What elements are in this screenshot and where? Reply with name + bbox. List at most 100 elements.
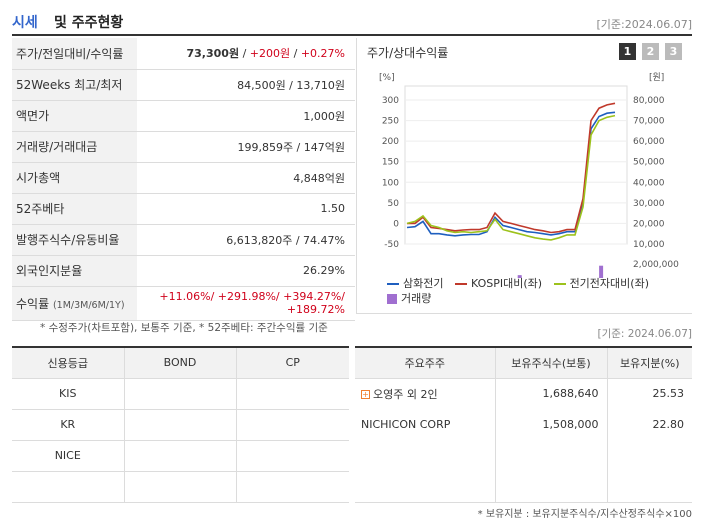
major-shareholders-table: 주요주주 보유주식수(보통) 보유지분(%) + 오영주 외 2인 1,688,6…: [355, 346, 692, 503]
holder-name: 오영주 외 2인: [373, 387, 438, 401]
summary-value: 6,613,820주 / 74.47%: [226, 233, 345, 247]
empty-cell: [355, 471, 496, 503]
left-tick-label: 300: [382, 96, 399, 106]
summary-value: 73,300원 / +200원 / +0.27%: [137, 38, 355, 69]
separator: /: [290, 47, 301, 61]
table-row: NICHICON CORP 1,508,000 22.80: [355, 409, 692, 440]
cp-cell: [236, 440, 349, 472]
summary-value: 26.29%: [303, 264, 345, 277]
legend-label: 삼화전기: [403, 277, 444, 290]
section-header: 시세 및 주주현황 [기준:2024.06.07]: [12, 10, 692, 36]
holder-name-cell: NICHICON CORP: [355, 409, 496, 440]
cp-cell: [236, 471, 349, 503]
summary-row-par-value: 액면가 1,000원: [12, 100, 355, 131]
holder-name-cell[interactable]: + 오영주 외 2인: [355, 378, 496, 409]
summary-value: 199,859주 / 147억원: [237, 140, 345, 154]
right-tick-label: 40,000: [633, 178, 665, 188]
right-tick-label: 80,000: [633, 96, 665, 106]
column-header: 보유주식수(보통): [495, 347, 608, 379]
agency-cell: [12, 471, 125, 503]
table-row: NICE: [12, 440, 349, 472]
shares-cell: 1,508,000: [495, 409, 608, 440]
left-tick-label: 200: [382, 137, 399, 147]
chart-panel: 주가/상대수익률 1 2 3 [%] [원] 300 80,000 250 70,000 2…: [356, 38, 692, 314]
base-date-2: [기준: 2024.06.07]: [597, 328, 692, 340]
chart-tab-3[interactable]: 3: [665, 43, 682, 60]
legend-item: 삼화전기: [387, 276, 443, 291]
summary-row-return: 수익률 (1M/3M/6M/1Y) +11.06%/ +291.98%/ +39…: [12, 286, 355, 320]
section-title: 및 주주현황: [54, 15, 124, 31]
volume-tick-label: 2,000,000: [633, 260, 679, 270]
summary-label: 수익률 (1M/3M/6M/1Y): [12, 286, 137, 320]
chart-tab-2[interactable]: 2: [642, 43, 659, 60]
volume-bar: [517, 275, 522, 278]
legend-label: KOSPI대비(좌): [470, 277, 543, 290]
plot-frame: [404, 85, 628, 245]
chart-legend: 삼화전기 KOSPI대비(좌) 전기전자대비(좌) 거래량: [387, 276, 687, 306]
summary-row-beta: 52주베타 1.50: [12, 193, 355, 224]
agency-cell: NICE: [12, 440, 125, 472]
legend-line-icon: [387, 283, 399, 285]
table-header-row: 주요주주 보유주식수(보통) 보유지분(%): [355, 347, 692, 379]
chart-tab-1[interactable]: 1: [619, 43, 636, 60]
table-row: [355, 471, 692, 503]
table-row: [355, 440, 692, 471]
credit-rating-table: 신용등급 BOND CP KIS KR NICE: [12, 346, 349, 503]
table-row: KIS: [12, 378, 349, 410]
summary-value: +11.06%/ +291.98%/ +394.27%/+189.72%: [137, 286, 355, 320]
empty-cell: [355, 440, 496, 471]
left-tick-label: 100: [382, 178, 399, 188]
return-label: 수익률: [16, 296, 50, 311]
return-period-label: (1M/3M/6M/1Y): [52, 299, 125, 311]
left-tick-label: -50: [384, 240, 399, 250]
current-price: 73,300원: [186, 47, 240, 61]
section-title-link[interactable]: 시세: [12, 15, 38, 31]
empty-cell: [495, 440, 608, 471]
legend-square-icon: [387, 294, 397, 304]
right-tick-label: 60,000: [633, 137, 665, 147]
cp-cell: [236, 409, 349, 441]
right-tick-label: 20,000: [633, 219, 665, 229]
series-line: [406, 111, 616, 237]
summary-label: 거래량/거래대금: [12, 131, 137, 162]
legend-line-icon: [454, 283, 467, 285]
column-header: BOND: [124, 347, 237, 379]
price-change: +200원: [249, 47, 291, 61]
summary-row-volume: 거래량/거래대금 199,859주 / 147억원: [12, 131, 355, 162]
left-tick-label: 0: [393, 219, 399, 229]
left-tick-label: 250: [382, 117, 399, 127]
expand-icon[interactable]: +: [361, 390, 370, 400]
table-header-row: 신용등급 BOND CP: [12, 347, 349, 379]
shares-cell: 1,688,640: [495, 378, 608, 409]
summary-row-52weeks: 52Weeks 최고/최저 84,500원 / 13,710원: [12, 69, 355, 100]
legend-label: 거래량: [401, 292, 432, 305]
empty-cell: [607, 440, 692, 471]
cp-cell: [236, 378, 349, 410]
quote-summary-table: 주가/전일대비/수익률 73,300원 / +200원 / +0.27% 52W…: [12, 38, 355, 321]
legend-label: 전기전자대비(좌): [569, 277, 649, 290]
right-unit-label: [원]: [649, 72, 664, 83]
summary-row-shares: 발행주식수/유동비율 6,613,820주 / 74.47%: [12, 224, 355, 255]
right-tick-label: 30,000: [633, 199, 665, 209]
summary-label: 52주베타: [12, 193, 137, 224]
left-unit-label: [%]: [379, 73, 395, 83]
price-chart: [%] [원] 300 80,000 250 70,000 200 60,000 150 50,0…: [379, 72, 679, 278]
summary-row-foreign: 외국인지분율 26.29%: [12, 255, 355, 286]
agency-cell: KR: [12, 409, 125, 441]
summary-label: 발행주식수/유동비율: [12, 224, 137, 255]
summary-label: 액면가: [12, 100, 137, 131]
empty-cell: [607, 471, 692, 503]
holders-note: * 보유지분 : 보유지분주식수/지수산정주식수×100: [477, 509, 692, 520]
legend-item: 거래량: [387, 291, 431, 306]
agency-cell: KIS: [12, 378, 125, 410]
summary-row-market-cap: 시가총액 4,848억원: [12, 162, 355, 193]
summary-value: 4,848억원: [293, 171, 345, 185]
price-change-rate: +0.27%: [300, 47, 345, 61]
series-line: [407, 102, 616, 234]
return-values-1y: +189.72%: [286, 303, 345, 316]
right-tick-label: 50,000: [633, 158, 665, 168]
column-header: 보유지분(%): [607, 347, 692, 379]
chart-title: 주가/상대수익률: [367, 46, 449, 60]
bond-cell: [124, 471, 237, 503]
left-tick-label: 150: [382, 158, 399, 168]
